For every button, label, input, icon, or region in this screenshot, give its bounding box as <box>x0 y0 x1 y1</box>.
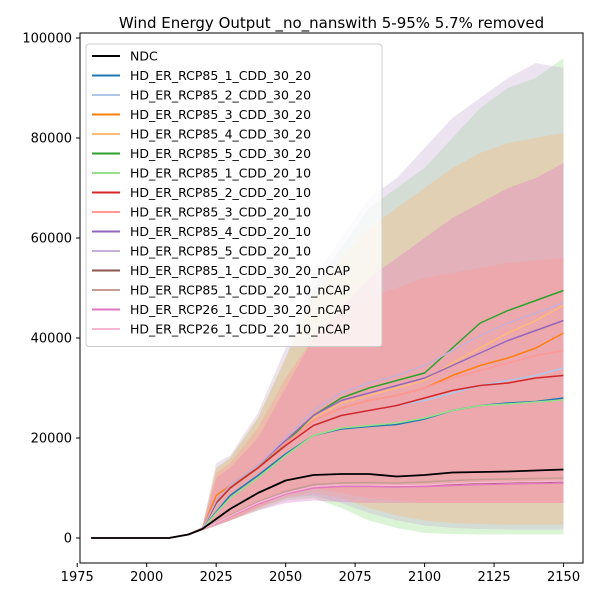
y-tick-label: 0 <box>64 532 72 547</box>
y-tick-label: 40000 <box>31 332 72 347</box>
band-5 <box>91 258 564 538</box>
chart-title: Wind Energy Output _no_nanswith 5-95% 5.… <box>119 14 544 33</box>
legend-label: HD_ER_RCP85_2_CDD_30_20 <box>130 88 311 103</box>
legend: NDC HD_ER_RCP85_1_CDD_30_20 HD_ER_RCP85_2_… <box>85 43 383 347</box>
legend-label: HD_ER_RCP85_5_CDD_30_20 <box>130 146 311 161</box>
x-tick-label: 2000 <box>130 570 163 585</box>
x-tick-label: 2150 <box>547 570 580 585</box>
legend-label: HD_ER_RCP85_5_CDD_20_10 <box>130 244 311 259</box>
legend-label: HD_ER_RCP85_1_CDD_20_10_nCAP <box>130 283 351 298</box>
legend-label: HD_ER_RCP26_1_CDD_30_20_nCAP <box>130 302 351 317</box>
legend-label: NDC <box>130 49 158 64</box>
x-tick-label: 1975 <box>61 570 94 585</box>
x-tick-label: 2125 <box>478 570 511 585</box>
legend-box <box>85 43 383 347</box>
y-axis: 0 20000 40000 60000 80000 100000 <box>22 32 80 547</box>
y-tick-label: 80000 <box>31 132 72 147</box>
x-tick-label: 2025 <box>200 570 233 585</box>
plot-frame <box>79 32 584 564</box>
x-axis: 1975 2000 2025 2050 2075 2100 2125 2150 <box>61 563 580 585</box>
series-line-ndc <box>91 468 564 539</box>
y-tick-label: 60000 <box>31 232 72 247</box>
legend-label: HD_ER_RCP85_1_CDD_20_10 <box>130 166 311 181</box>
series-lines <box>91 289 564 539</box>
y-tick-label: 100000 <box>22 32 72 47</box>
legend-label: HD_ER_RCP85_1_CDD_30_20 <box>130 68 311 83</box>
legend-label: HD_ER_RCP85_4_CDD_20_10 <box>130 224 311 239</box>
legend-label: HD_ER_RCP85_3_CDD_30_20 <box>130 107 311 122</box>
x-tick-label: 2075 <box>339 570 372 585</box>
x-tick-label: 2100 <box>408 570 441 585</box>
legend-label: HD_ER_RCP85_3_CDD_20_10 <box>130 205 311 220</box>
legend-label: HD_ER_RCP85_4_CDD_30_20 <box>130 127 311 142</box>
legend-label: HD_ER_RCP85_2_CDD_20_10 <box>130 185 311 200</box>
band-4 <box>91 163 564 538</box>
y-tick-label: 20000 <box>31 432 72 447</box>
legend-label: HD_ER_RCP85_1_CDD_30_20_nCAP <box>130 263 351 278</box>
x-tick-label: 2050 <box>269 570 302 585</box>
legend-label: HD_ER_RCP26_1_CDD_20_10_nCAP <box>130 322 351 337</box>
